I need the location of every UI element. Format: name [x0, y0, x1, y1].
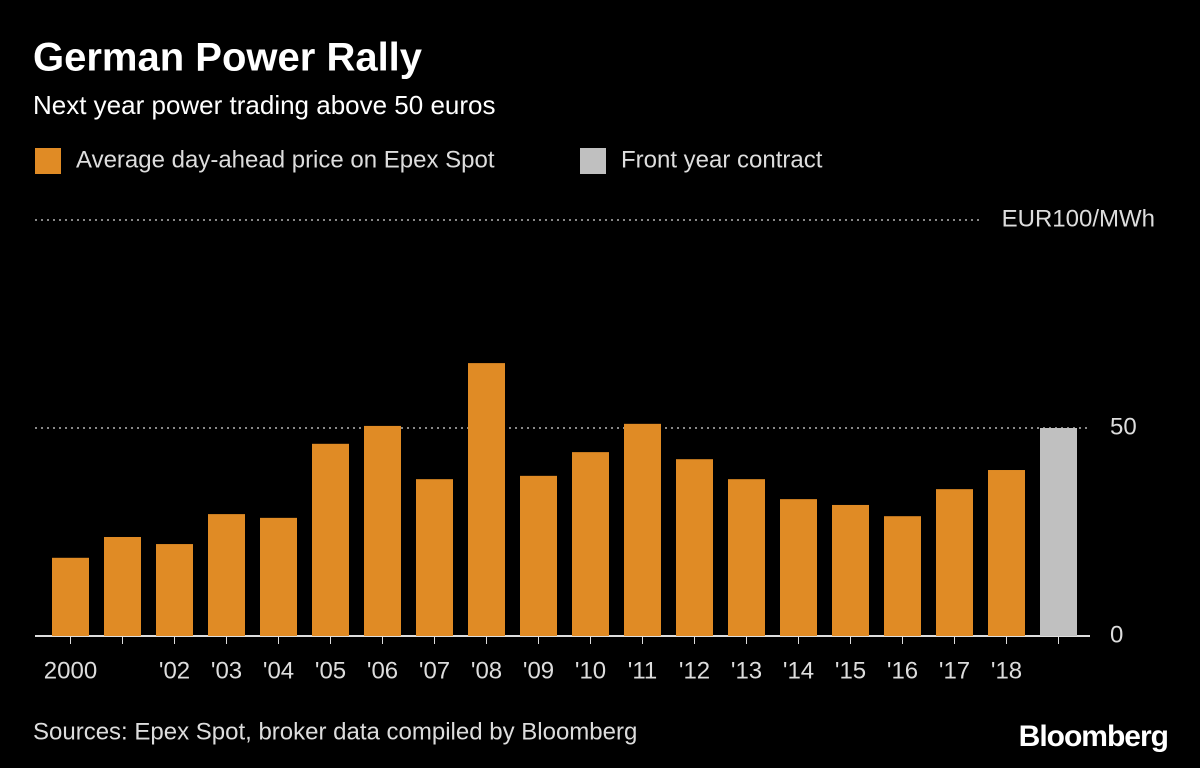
chart-subtitle: Next year power trading above 50 euros: [33, 90, 496, 120]
x-tick-label: '05: [315, 657, 346, 684]
y-tick-label: EUR100/MWh: [1002, 205, 1155, 232]
bar: [624, 423, 661, 636]
x-tick-label: '04: [263, 657, 294, 684]
bar: [416, 479, 453, 636]
x-tick-label: '13: [731, 657, 762, 684]
legend-label: Front year contract: [621, 146, 823, 173]
bar: [208, 514, 245, 636]
bar: [780, 499, 817, 636]
bar: [104, 536, 141, 636]
x-tick-label: '16: [887, 657, 918, 684]
y-tick-label: 0: [1110, 621, 1123, 648]
logo: Bloomberg: [1019, 720, 1168, 753]
x-tick-label: '03: [211, 657, 242, 684]
bar: [832, 504, 869, 636]
bar: [728, 479, 765, 636]
x-tick-label: '15: [835, 657, 866, 684]
bar: [988, 470, 1025, 636]
x-tick-label: '08: [471, 657, 502, 684]
x-tick-label: '06: [367, 657, 398, 684]
x-tick-label: '17: [939, 657, 970, 684]
bar: [260, 517, 297, 636]
bar: [1040, 428, 1077, 636]
x-tick-label: '07: [419, 657, 450, 684]
bar: [884, 516, 921, 636]
x-tick-label: '11: [628, 657, 658, 684]
bar: [676, 459, 713, 636]
legend-swatch: [35, 148, 61, 174]
y-tick-label: 50: [1110, 413, 1137, 440]
legend-label: Average day-ahead price on Epex Spot: [76, 146, 495, 173]
bar: [572, 452, 609, 636]
bar: [364, 425, 401, 636]
x-tick-label: '14: [783, 657, 814, 684]
chart-title: German Power Rally: [33, 36, 423, 80]
bar: [52, 557, 89, 636]
bar: [520, 475, 557, 636]
x-tick-label: '09: [523, 657, 554, 684]
bar: [936, 489, 973, 636]
bar: [156, 544, 193, 636]
x-tick-label: '18: [991, 657, 1022, 684]
bar: [312, 443, 349, 636]
x-tick-label: '10: [575, 657, 606, 684]
x-tick-label: '12: [679, 657, 710, 684]
legend-swatch: [580, 148, 606, 174]
x-tick-label: '02: [159, 657, 190, 684]
x-tick-label: 2000: [44, 657, 97, 684]
source-note: Sources: Epex Spot, broker data compiled…: [33, 718, 637, 745]
bar: [468, 363, 505, 636]
